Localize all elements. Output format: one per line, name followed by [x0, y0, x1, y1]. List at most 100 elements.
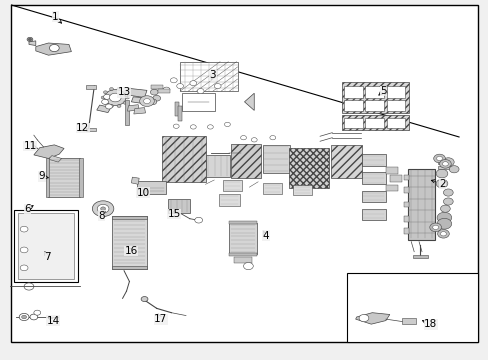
Bar — [206, 155, 229, 177]
Circle shape — [149, 99, 157, 105]
Circle shape — [197, 89, 203, 94]
Circle shape — [442, 158, 453, 166]
Circle shape — [20, 247, 28, 253]
Text: 18: 18 — [423, 319, 436, 329]
Circle shape — [224, 122, 230, 127]
Circle shape — [176, 84, 183, 89]
Bar — [112, 266, 147, 269]
Bar — [401, 319, 415, 324]
Polygon shape — [131, 97, 148, 104]
Text: 12: 12 — [76, 123, 89, 133]
Circle shape — [49, 44, 59, 51]
Text: 10: 10 — [136, 188, 149, 198]
Circle shape — [189, 81, 196, 86]
Circle shape — [101, 207, 105, 211]
Text: 4: 4 — [262, 231, 269, 240]
Bar — [403, 175, 408, 180]
Circle shape — [143, 99, 150, 104]
Circle shape — [170, 78, 177, 83]
Circle shape — [173, 124, 179, 129]
Bar — [407, 168, 434, 240]
Circle shape — [240, 135, 246, 140]
Circle shape — [34, 310, 41, 315]
Bar — [85, 128, 96, 131]
Bar — [361, 172, 385, 184]
Bar — [112, 216, 147, 219]
Circle shape — [437, 229, 448, 238]
Text: 7: 7 — [43, 252, 50, 262]
Circle shape — [442, 162, 447, 166]
Bar — [293, 185, 311, 195]
Circle shape — [432, 225, 438, 229]
Polygon shape — [244, 93, 254, 111]
Polygon shape — [29, 41, 36, 45]
Polygon shape — [151, 85, 162, 89]
Circle shape — [190, 125, 196, 129]
Circle shape — [109, 93, 121, 102]
Text: 5: 5 — [379, 86, 386, 96]
Circle shape — [105, 104, 112, 109]
Text: 15: 15 — [167, 209, 181, 219]
Circle shape — [109, 105, 113, 108]
Bar — [48, 158, 80, 197]
Circle shape — [21, 315, 26, 319]
Text: 14: 14 — [47, 316, 60, 325]
Bar — [230, 144, 261, 178]
Circle shape — [28, 39, 31, 41]
Text: 6: 6 — [24, 204, 31, 215]
Bar — [361, 209, 385, 220]
Text: 16: 16 — [124, 246, 138, 256]
Circle shape — [104, 90, 126, 105]
Bar — [361, 154, 385, 166]
Circle shape — [440, 205, 449, 212]
Bar — [228, 223, 257, 253]
Bar — [365, 86, 383, 98]
Circle shape — [117, 87, 121, 90]
Bar — [385, 167, 397, 174]
Text: 3: 3 — [209, 70, 216, 80]
Circle shape — [97, 204, 109, 213]
Circle shape — [194, 217, 202, 223]
Bar — [341, 82, 408, 113]
Circle shape — [150, 89, 158, 95]
Bar — [182, 93, 215, 111]
Circle shape — [436, 156, 442, 161]
Circle shape — [30, 314, 38, 320]
Bar — [161, 136, 206, 182]
Circle shape — [24, 283, 34, 290]
Bar — [45, 158, 49, 197]
Bar — [346, 273, 477, 342]
Bar — [403, 187, 408, 193]
Bar — [330, 145, 361, 178]
Bar — [437, 160, 451, 164]
Circle shape — [125, 96, 129, 99]
Circle shape — [103, 94, 110, 99]
Text: 17: 17 — [154, 314, 167, 324]
Bar — [79, 158, 83, 197]
Circle shape — [141, 297, 148, 302]
Bar — [228, 221, 257, 224]
Circle shape — [439, 159, 450, 168]
Text: 2: 2 — [438, 179, 445, 189]
Text: 8: 8 — [98, 211, 105, 221]
Bar — [386, 118, 405, 129]
Circle shape — [19, 314, 29, 320]
Circle shape — [117, 105, 121, 108]
Polygon shape — [36, 43, 71, 55]
Bar — [175, 102, 179, 116]
Circle shape — [243, 262, 253, 270]
Circle shape — [435, 179, 447, 188]
Bar — [361, 191, 385, 202]
Bar — [14, 211, 78, 282]
Bar — [343, 118, 362, 129]
Polygon shape — [97, 105, 111, 113]
Circle shape — [214, 84, 221, 89]
Bar — [219, 194, 239, 206]
Bar — [85, 85, 96, 89]
Bar — [412, 255, 427, 258]
Circle shape — [443, 189, 452, 196]
Bar — [178, 107, 182, 121]
Bar — [389, 175, 401, 182]
Bar — [386, 100, 405, 111]
Text: 11: 11 — [23, 141, 37, 151]
